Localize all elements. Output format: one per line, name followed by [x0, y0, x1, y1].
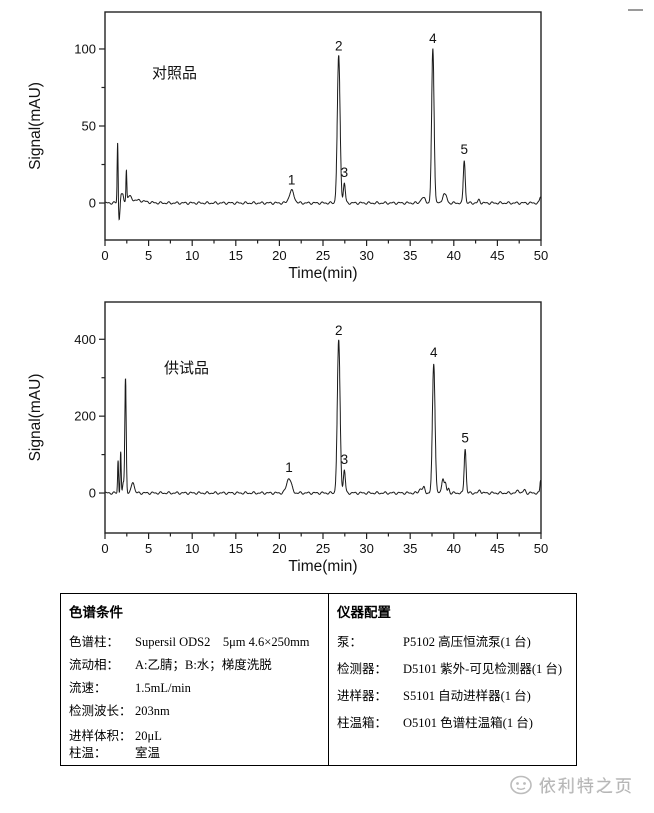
- chart-sample-label: 供试品: [164, 360, 209, 377]
- row-value: 203nm: [135, 704, 170, 718]
- peak-label: 1: [288, 173, 296, 188]
- conditions-table: 色谱条件 色谱柱： Supersil ODS2 5μm 4.6×250mm 流动相…: [60, 593, 577, 766]
- conditions-rows: 色谱柱： Supersil ODS2 5μm 4.6×250mm 流动相： A:乙腈…: [69, 634, 320, 761]
- chromatogram-trace: [105, 48, 541, 221]
- peak-label: 1: [285, 460, 293, 475]
- row-value: A:乙腈；B:水；梯度洗脱: [135, 658, 272, 672]
- peak-label: 5: [461, 430, 469, 445]
- chromatogram-reference: 0 5 10 15 20 25 30 35 40 45 50050100Time(min)Signa…: [27, 11, 548, 282]
- table-row: 柱温： 室温: [69, 745, 320, 761]
- x-tick-label: 45: [490, 248, 504, 263]
- peak-label: 3: [341, 165, 349, 180]
- row-label: 泵：: [337, 635, 363, 649]
- plot-border: [104, 301, 542, 534]
- x-tick-label: 50: [534, 541, 548, 556]
- peak-label: 2: [335, 323, 343, 338]
- gray-dash-artifact: [628, 9, 643, 11]
- row-label: 流动相：: [69, 658, 120, 672]
- instruments-header: 仪器配置: [337, 605, 391, 620]
- row-label: 进样体积：: [69, 729, 132, 743]
- row-value: 20μL: [135, 729, 162, 743]
- table-row: 色谱柱： Supersil ODS2 5μm 4.6×250mm: [69, 634, 320, 650]
- table-row: 柱温箱： O5101 色谱柱温箱(1 台): [337, 715, 568, 731]
- table-row: 泵： P5102 高压恒流泵(1 台): [337, 634, 568, 650]
- x-tick-label: 45: [490, 541, 504, 556]
- x-tick-label: 30: [359, 248, 373, 263]
- table-row: 检测器： D5101 紫外-可见检测器(1 台): [337, 661, 568, 677]
- x-axis-title: Time(min): [288, 265, 357, 282]
- row-value: Supersil ODS2 5μm 4.6×250mm: [135, 635, 310, 649]
- x-tick-label: 20: [272, 541, 286, 556]
- x-tick-label: 0: [101, 248, 108, 263]
- y-axis-title: Signal(mAU): [27, 82, 44, 170]
- row-value: O5101 色谱柱温箱(1 台): [403, 716, 533, 730]
- row-label: 柱温：: [69, 746, 107, 760]
- chromatogram-trace: [105, 339, 541, 495]
- row-value: P5102 高压恒流泵(1 台): [403, 635, 531, 649]
- x-tick-label: 40: [447, 248, 461, 263]
- x-tick-label: 15: [229, 541, 243, 556]
- y-tick-label: 100: [74, 41, 96, 56]
- peak-label: 5: [461, 142, 469, 157]
- conditions-header: 色谱条件: [69, 605, 123, 620]
- x-tick-label: 20: [272, 248, 286, 263]
- y-tick-label: 0: [89, 196, 96, 211]
- chromatogram-sample: 0 5 10 15 20 25 30 35 40 45 500200400Time(min)Sign…: [27, 301, 548, 575]
- y-tick-label: 400: [74, 332, 96, 347]
- x-tick-label: 0: [101, 541, 108, 556]
- x-tick-label: 40: [447, 541, 461, 556]
- row-label: 柱温箱：: [337, 716, 388, 730]
- chart-sample-label: 对照品: [152, 65, 197, 82]
- peak-label: 3: [341, 452, 349, 467]
- table-row: 流动相： A:乙腈；B:水；梯度洗脱: [69, 657, 320, 673]
- peak-label: 4: [430, 345, 438, 360]
- x-tick-label: 25: [316, 248, 330, 263]
- row-value: 1.5mL/min: [135, 681, 191, 695]
- x-tick-label: 15: [229, 248, 243, 263]
- y-tick-label: 50: [82, 119, 96, 134]
- watermark: 依利特之页: [508, 772, 634, 797]
- row-value: D5101 紫外-可见检测器(1 台): [403, 662, 563, 676]
- x-tick-label: 50: [534, 248, 548, 263]
- y-tick-label: 0: [89, 486, 96, 501]
- x-tick-label: 35: [403, 248, 417, 263]
- row-label: 色谱柱：: [69, 635, 120, 649]
- elite-logo-icon: [510, 775, 532, 794]
- table-row: 检测波长： 203nm: [69, 703, 320, 719]
- row-label: 检测器：: [337, 662, 388, 676]
- peak-label: 2: [335, 39, 343, 54]
- watermark-text: 依利特之页: [539, 777, 634, 796]
- x-tick-label: 10: [185, 541, 199, 556]
- peak-label: 4: [429, 31, 437, 46]
- table-row: 进样体积： 20μL: [69, 728, 320, 744]
- x-tick-label: 25: [316, 541, 330, 556]
- row-value: 室温: [135, 746, 161, 760]
- instruments-column: 仪器配置 泵： P5102 高压恒流泵(1 台) 检测器： D5101 紫外-可见检…: [329, 594, 576, 765]
- x-tick-label: 10: [185, 248, 199, 263]
- y-axis-title: Signal(mAU): [27, 374, 44, 462]
- y-tick-label: 200: [74, 409, 96, 424]
- x-tick-label: 5: [145, 541, 152, 556]
- plot-border: [104, 11, 542, 241]
- conditions-column: 色谱条件 色谱柱： Supersil ODS2 5μm 4.6×250mm 流动相…: [61, 594, 329, 765]
- x-axis-title: Time(min): [288, 558, 357, 575]
- x-tick-label: 30: [359, 541, 373, 556]
- row-label: 流速：: [69, 681, 107, 695]
- row-label: 检测波长：: [69, 704, 132, 718]
- instruments-rows: 泵： P5102 高压恒流泵(1 台) 检测器： D5101 紫外-可见检测器(1 …: [337, 634, 568, 731]
- row-label: 进样器：: [337, 689, 388, 703]
- x-tick-label: 5: [145, 248, 152, 263]
- table-row: 流速： 1.5mL/min: [69, 680, 320, 696]
- row-value: S5101 自动进样器(1 台): [403, 689, 531, 703]
- table-row: 进样器： S5101 自动进样器(1 台): [337, 688, 568, 704]
- x-tick-label: 35: [403, 541, 417, 556]
